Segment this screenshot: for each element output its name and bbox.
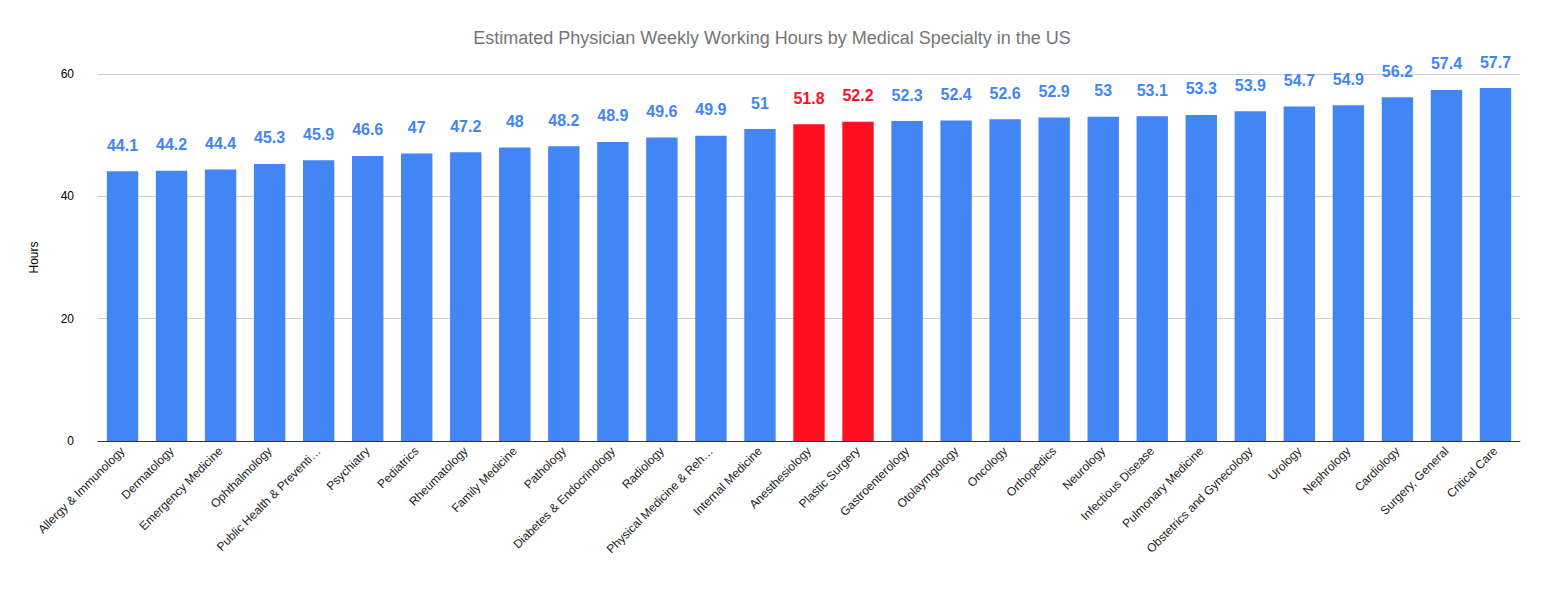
svg-text:Emergency Medicine: Emergency Medicine <box>137 444 226 533</box>
svg-text:57.7: 57.7 <box>1480 54 1511 71</box>
svg-text:48.9: 48.9 <box>597 107 628 124</box>
svg-text:51.8: 51.8 <box>793 90 824 107</box>
svg-text:52.3: 52.3 <box>891 87 922 104</box>
svg-text:Pediatrics: Pediatrics <box>375 444 422 491</box>
svg-text:Plastic Surgery: Plastic Surgery <box>796 444 863 511</box>
svg-text:Oncology: Oncology <box>964 444 1010 490</box>
svg-text:53.1: 53.1 <box>1137 82 1168 99</box>
svg-text:Internal Medicine: Internal Medicine <box>690 444 765 519</box>
svg-text:Diabetes & Endocrinology: Diabetes & Endocrinology <box>510 444 617 551</box>
svg-text:57.4: 57.4 <box>1431 55 1462 72</box>
svg-text:Radiology: Radiology <box>619 444 667 492</box>
svg-text:44.1: 44.1 <box>107 137 138 154</box>
svg-text:Nephrology: Nephrology <box>1300 444 1353 497</box>
svg-text:Anesthesiology: Anesthesiology <box>746 444 814 512</box>
svg-text:Pulmonary Medicine: Pulmonary Medicine <box>1120 444 1207 531</box>
svg-text:Obstetrics and Gynecology: Obstetrics and Gynecology <box>1144 444 1256 556</box>
svg-text:Urology: Urology <box>1265 444 1304 483</box>
svg-text:Neurology: Neurology <box>1060 444 1109 493</box>
svg-text:Physical Medicine & Reh…: Physical Medicine & Reh… <box>603 444 716 557</box>
svg-text:48: 48 <box>506 113 524 130</box>
svg-text:53.9: 53.9 <box>1235 77 1266 94</box>
svg-text:52.4: 52.4 <box>941 86 972 103</box>
svg-text:47: 47 <box>408 119 426 136</box>
svg-text:45.3: 45.3 <box>254 129 285 146</box>
svg-text:Family Medicine: Family Medicine <box>449 444 520 515</box>
svg-text:Dermatology: Dermatology <box>118 444 177 502</box>
svg-text:44.4: 44.4 <box>205 135 236 152</box>
svg-text:54.9: 54.9 <box>1333 71 1364 88</box>
svg-text:Critical Care: Critical Care <box>1444 444 1501 501</box>
svg-text:54.7: 54.7 <box>1284 72 1315 89</box>
svg-text:53: 53 <box>1094 82 1112 99</box>
svg-text:Allergy & Immunology: Allergy & Immunology <box>35 444 127 536</box>
svg-text:Ophthalmology: Ophthalmology <box>207 444 275 511</box>
svg-text:51: 51 <box>751 95 769 112</box>
svg-text:Public Health & Preventi…: Public Health & Preventi… <box>214 444 324 554</box>
svg-text:Orthopedics: Orthopedics <box>1004 444 1060 500</box>
svg-text:49.6: 49.6 <box>646 103 677 120</box>
svg-text:52.9: 52.9 <box>1039 83 1070 100</box>
svg-text:44.2: 44.2 <box>156 136 187 153</box>
svg-text:47.2: 47.2 <box>450 118 481 135</box>
svg-text:53.3: 53.3 <box>1186 80 1217 97</box>
svg-text:60: 60 <box>61 67 75 81</box>
svg-text:45.9: 45.9 <box>303 126 334 143</box>
svg-text:Hours: Hours <box>27 241 41 273</box>
svg-text:Otolayrngology: Otolayrngology <box>894 444 961 511</box>
svg-text:Psychiatry: Psychiatry <box>324 444 373 493</box>
svg-text:Infectious Disease: Infectious Disease <box>1078 444 1158 524</box>
svg-text:49.9: 49.9 <box>695 101 726 118</box>
svg-text:40: 40 <box>61 189 75 203</box>
svg-text:0: 0 <box>67 434 74 448</box>
svg-text:Pathology: Pathology <box>521 444 569 492</box>
svg-text:52.2: 52.2 <box>842 87 873 104</box>
svg-text:52.6: 52.6 <box>990 85 1021 102</box>
svg-text:56.2: 56.2 <box>1382 63 1413 80</box>
svg-text:20: 20 <box>61 312 75 326</box>
svg-text:48.2: 48.2 <box>548 112 579 129</box>
svg-text:Cardiology: Cardiology <box>1352 444 1402 494</box>
svg-text:Estimated Physician Weekly Wor: Estimated Physician Weekly Working Hours… <box>473 28 1071 48</box>
svg-text:Surgery, General: Surgery, General <box>1378 444 1452 518</box>
svg-text:Gastroenterology: Gastroenterology <box>837 444 912 519</box>
svg-text:46.6: 46.6 <box>352 121 383 138</box>
svg-text:Rheumatology: Rheumatology <box>406 444 471 509</box>
